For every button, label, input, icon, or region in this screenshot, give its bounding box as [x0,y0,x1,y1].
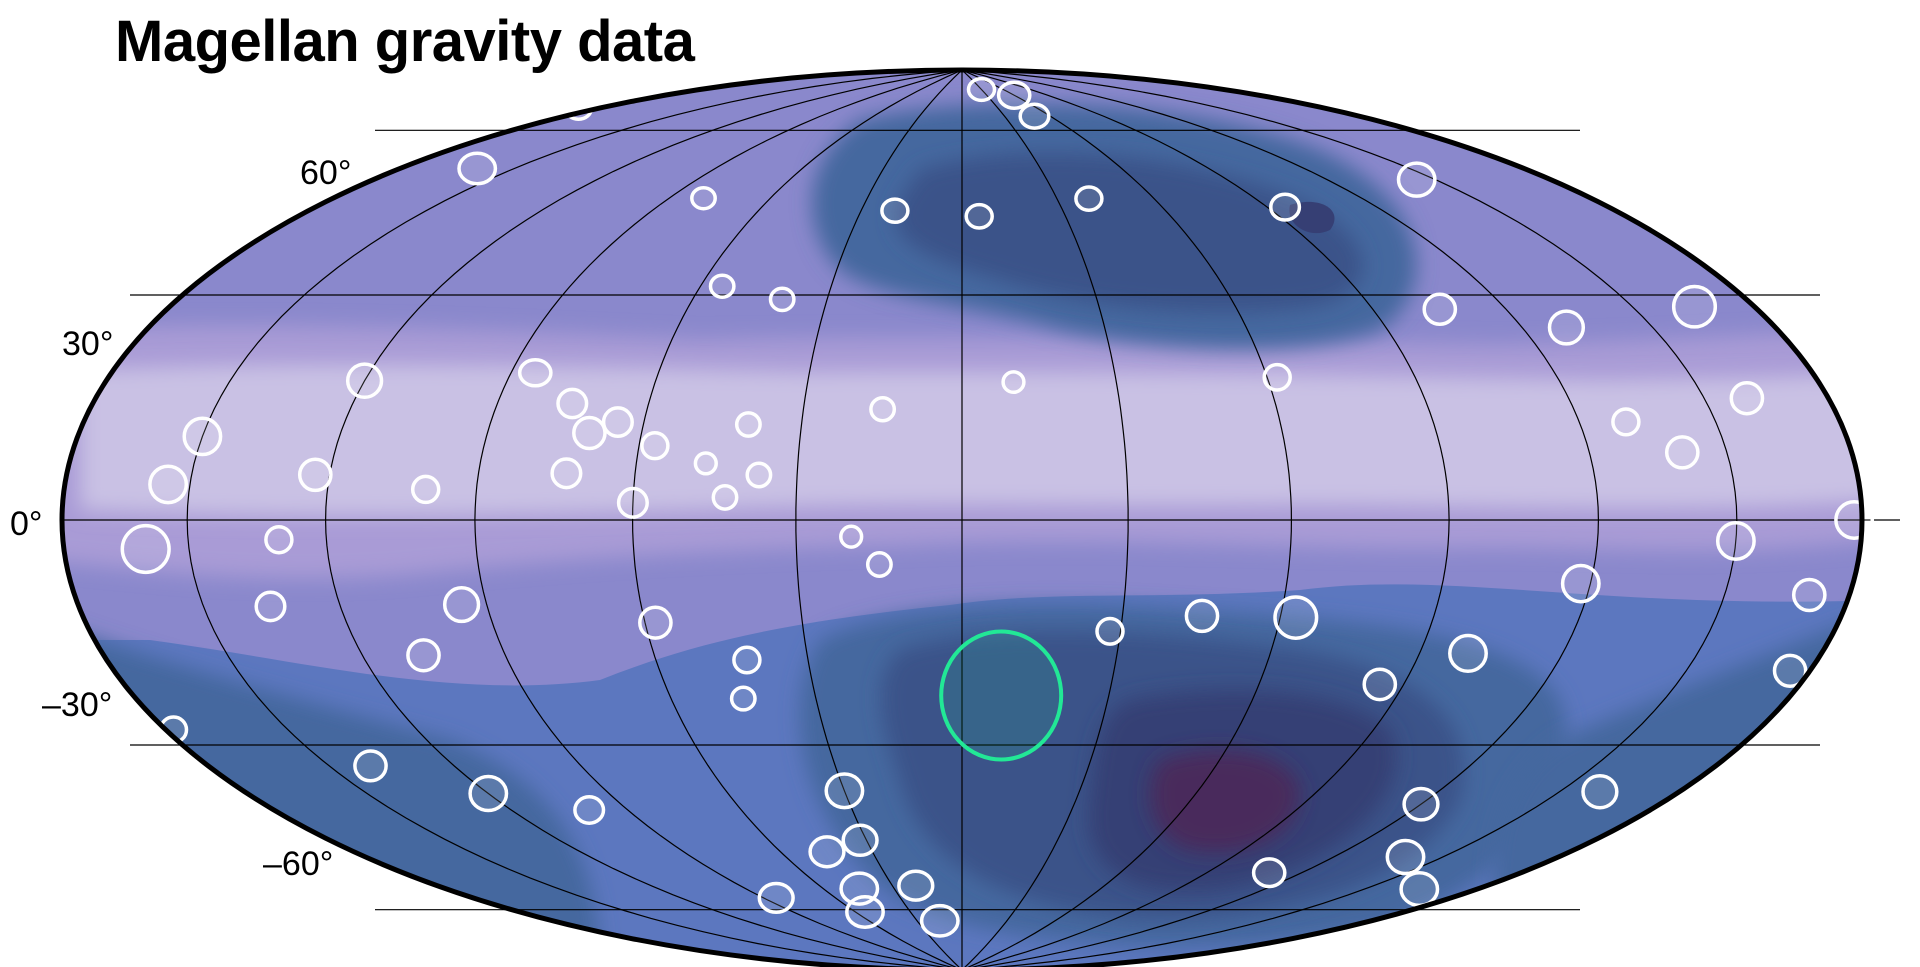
lat-label-30: 30° [62,325,114,363]
crater-marker [1001,370,1026,395]
crater-markers [120,59,1875,938]
crater-marker [254,590,287,623]
crater-marker [1581,773,1619,810]
crater-marker [996,80,1032,110]
crater-marker [457,151,498,186]
lat-label-0: 0° [10,505,43,543]
crater-marker [1402,786,1440,822]
crater-marker [824,772,865,810]
crater-marker [708,273,736,299]
crater-marker [1715,521,1756,561]
crater-marker [572,415,607,451]
crater-marker [732,645,762,675]
crater-marker [1251,857,1287,889]
crater-marker [693,451,718,476]
crater-marker [1664,435,1700,470]
crater-marker [729,685,757,712]
crater-marker [297,457,333,493]
crater-marker [865,551,893,578]
crater-marker [550,457,583,490]
crater-marker [768,286,796,313]
crater-marker [1184,598,1220,634]
crater-marker [1611,407,1641,437]
crater-marker [1074,185,1104,212]
crater-marker [182,416,223,457]
crater-marker [410,474,441,505]
graticule [60,69,1900,967]
crater-marker [1834,500,1875,540]
crater-marker [120,523,171,575]
crater-marker [1560,563,1601,604]
crater-marker [442,586,481,624]
highlighted-crater-marker [939,629,1064,762]
crater-marker [869,396,897,423]
crater-marker [808,835,846,869]
crater-marker [690,185,717,211]
crater-marker [1269,192,1302,222]
crater-marker [845,895,885,929]
crater-marker [556,387,589,420]
crater-marker [640,431,670,461]
lat-label-neg60: –60° [263,845,334,883]
crater-marker [148,464,189,505]
field-equator-bright [80,364,1862,516]
crater-marker [839,524,864,549]
crater-marker [880,197,910,225]
crater-marker [919,903,960,938]
field-north-lower [895,153,1363,312]
crater-marker [406,638,441,673]
crater-marker [1448,633,1488,674]
crater-marker [711,483,739,511]
crater-marker [897,869,935,902]
crater-marker [734,411,762,438]
crater-marker [468,774,509,813]
crater-marker [1422,292,1458,326]
crater-marker [966,76,997,103]
lat-label-neg30: –30° [42,686,113,724]
crater-marker [638,605,673,640]
crater-marker [1385,838,1426,876]
crater-marker [488,59,526,92]
map-outline [59,67,1865,967]
crater-marker [1729,380,1765,416]
crater-marker [601,406,634,439]
crater-marker [1095,616,1125,646]
crater-marker [353,749,388,783]
crater-marker [1396,161,1437,198]
crater-marker [745,461,773,489]
crater-marker [1018,102,1051,130]
crater-marker [1362,667,1398,702]
crater-marker [517,358,553,388]
crater-marker [1273,595,1319,640]
crater-marker [1262,362,1292,392]
crater-marker [1399,871,1440,908]
page-title: Magellan gravity data [115,9,695,74]
crater-marker [757,881,795,915]
field-south-deepest [1150,750,1300,853]
crater-marker [158,715,189,745]
crater-marker [841,823,879,858]
crater-marker [573,795,606,825]
lat-label-60: 60° [300,154,352,192]
crater-marker [264,524,294,555]
crater-marker [1671,284,1718,329]
crater-marker [1772,653,1808,688]
crater-marker [345,362,384,400]
crater-marker [964,202,994,230]
crater-marker [1791,577,1827,613]
crater-marker [616,486,649,519]
crater-marker [1547,309,1586,346]
